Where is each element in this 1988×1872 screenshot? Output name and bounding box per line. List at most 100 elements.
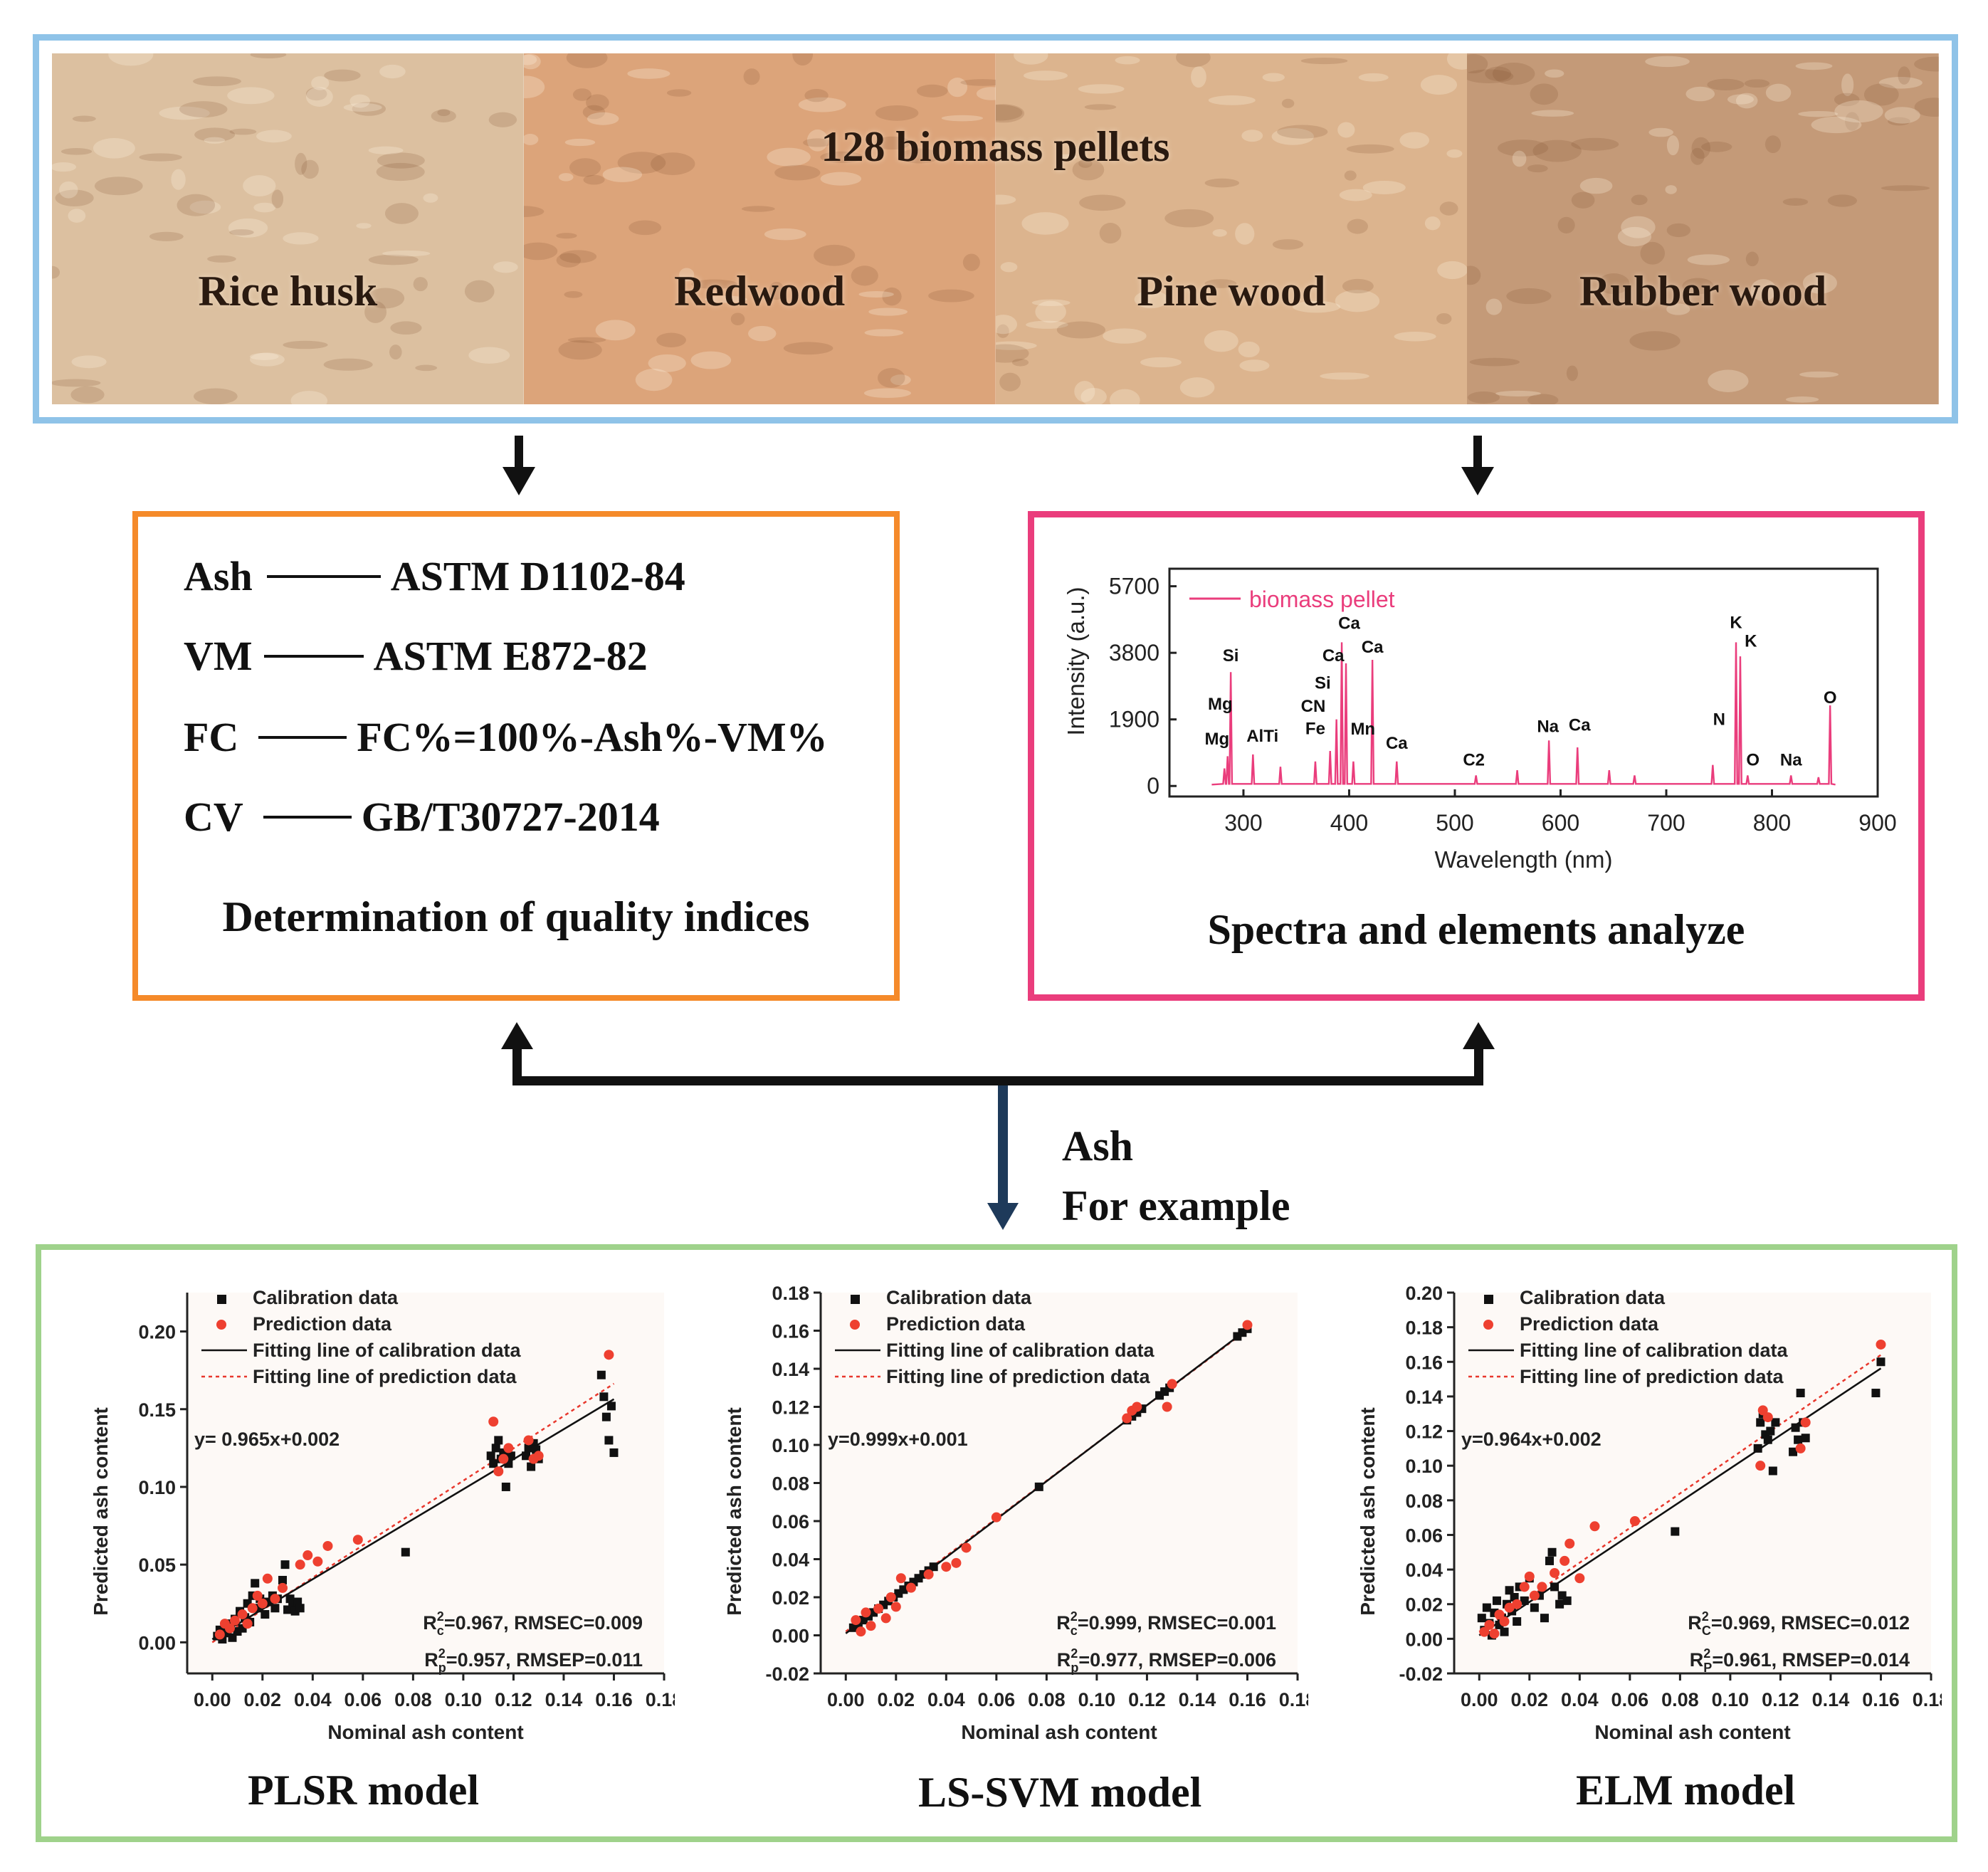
texture-speck [1346, 144, 1394, 154]
stats-calibration-sup: 2 [437, 1609, 444, 1624]
texture-speck [705, 295, 747, 303]
prediction-point [523, 1435, 534, 1446]
stats-calibration-r: R [423, 1612, 437, 1634]
texture-speck [1746, 251, 1760, 267]
texture-speck [1023, 70, 1068, 81]
quality-key-ash: Ash [184, 553, 253, 599]
prediction-point [1499, 1616, 1510, 1627]
texture-speck [1567, 365, 1579, 382]
plot-background [821, 1293, 1298, 1673]
texture-speck [747, 325, 777, 342]
texture-speck [564, 290, 583, 298]
calibration-point [522, 1451, 531, 1461]
texture-speck [764, 228, 806, 241]
calibration-point [929, 1562, 938, 1572]
texture-speck [1621, 216, 1656, 238]
texture-speck [1701, 141, 1732, 152]
stats-prediction-r: R [1057, 1649, 1071, 1671]
calibration-point [1555, 1599, 1564, 1609]
texture-speck [1506, 288, 1552, 305]
ash-example-note: Ash For example [1062, 1116, 1290, 1236]
quality-key-vm: VM [184, 633, 253, 679]
prediction-point [1795, 1443, 1806, 1453]
legend-prediction-label: Prediction data [1520, 1313, 1659, 1335]
calibration-point [401, 1547, 410, 1557]
calibration-point [604, 1436, 614, 1445]
y-tick-label: 0.06 [772, 1511, 809, 1532]
prediction-point [1529, 1590, 1540, 1601]
calibration-point [606, 1402, 616, 1411]
texture-speck [1648, 127, 1674, 137]
texture-speck [1175, 53, 1211, 68]
stats-prediction-text: =0.957, RMSEP=0.011 [446, 1649, 643, 1671]
texture-speck [1335, 290, 1379, 312]
prediction-point [1574, 1573, 1585, 1584]
spectrum-element-label: Si [1223, 646, 1239, 666]
calibration-point [1505, 1586, 1514, 1595]
biomass-tiles: Rice husk Redwood Pine wood Rubber wood [52, 53, 1939, 404]
texture-speck [566, 53, 608, 68]
prediction-point [1560, 1555, 1570, 1566]
prediction-point [1494, 1609, 1505, 1620]
texture-speck [250, 53, 287, 59]
texture-speck [368, 146, 404, 154]
x-tick-label: 0.00 [194, 1689, 231, 1710]
texture-speck [1080, 387, 1107, 404]
prediction-point [1589, 1521, 1600, 1532]
spectrum-element-label: Ca [1338, 614, 1360, 633]
texture-speck [627, 68, 670, 79]
calibration-point [1753, 1444, 1762, 1453]
texture-speck [364, 300, 387, 323]
fit-equation: y= 0.965x+0.002 [194, 1429, 340, 1450]
texture-speck [415, 364, 438, 372]
x-tick-label: 0.14 [545, 1689, 583, 1710]
prediction-point [498, 1453, 509, 1464]
calibration-point [1500, 1627, 1509, 1636]
texture-speck [927, 289, 974, 303]
tile-redwood: Redwood [523, 53, 996, 404]
y-tick-label: 0.16 [772, 1321, 809, 1342]
spectrum-element-label: AlTi [1246, 727, 1278, 746]
texture-speck [882, 287, 902, 306]
texture-speck [868, 307, 908, 316]
spectrum-element-label: K [1745, 631, 1757, 651]
ash-example-line1: Ash [1062, 1122, 1134, 1169]
prediction-point [856, 1626, 866, 1637]
legend-prediction-swatch [1483, 1320, 1493, 1330]
calibration-point [1034, 1482, 1043, 1491]
texture-speck [947, 78, 967, 98]
y-tick-label: 0.10 [1405, 1456, 1443, 1477]
texture-speck [875, 105, 919, 121]
legend-calibration-label: Calibration data [253, 1287, 399, 1308]
y-tick-label: 0.08 [772, 1473, 809, 1495]
texture-speck [1864, 83, 1899, 106]
texture-speck [301, 159, 319, 179]
rice-husk-texture [52, 53, 524, 404]
texture-speck [295, 152, 307, 175]
plot-background [187, 1293, 664, 1673]
prediction-point [262, 1573, 273, 1584]
y-tick-label: 0.15 [138, 1399, 176, 1421]
prediction-point [851, 1615, 861, 1626]
texture-speck [468, 347, 510, 364]
texture-speck [602, 167, 642, 182]
prediction-point [991, 1512, 1001, 1523]
texture-speck [678, 268, 695, 282]
texture-speck [1707, 78, 1745, 90]
texture-speck [798, 97, 846, 112]
texture-speck [1000, 262, 1017, 273]
texture-speck [1888, 117, 1911, 126]
y-tick-label: 0.04 [1405, 1560, 1443, 1581]
calibration-point [1530, 1603, 1539, 1612]
texture-speck [1292, 300, 1340, 313]
texture-speck [305, 87, 327, 101]
texture-speck [68, 209, 86, 223]
texture-speck [171, 169, 186, 190]
texture-speck [1109, 389, 1140, 404]
legend-fit-prediction-label: Fitting line of prediction data [253, 1366, 517, 1387]
spectrum-x-tick-label: 600 [1542, 810, 1579, 836]
texture-speck [94, 177, 143, 196]
y-tick-label: 0.00 [1405, 1629, 1443, 1650]
calibration-point [1513, 1617, 1522, 1626]
texture-speck [1190, 66, 1206, 88]
